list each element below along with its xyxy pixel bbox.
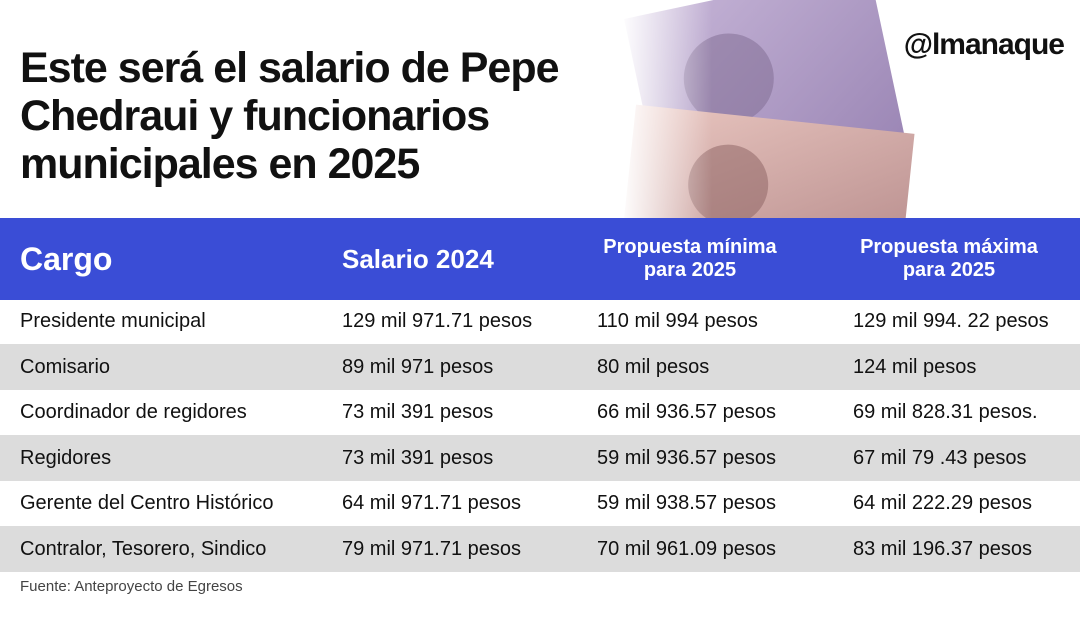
table-cell: 67 mil 79 .43 pesos: [853, 446, 1027, 469]
table-row: Coordinador de regidores 73 mil 391 pesos…: [0, 389, 1080, 435]
table-cell: 80 mil pesos: [597, 355, 710, 378]
table-cell: 73 mil 391 pesos: [342, 401, 494, 423]
table-cell: 124 mil pesos: [853, 355, 977, 378]
table-cell: 79 mil 971.71 pesos: [342, 537, 522, 560]
column-header: Propuesta mínima para 2025: [603, 236, 777, 281]
table-cell: 59 mil 938.57 pesos: [597, 492, 777, 514]
table-cell: 83 mil 196.37 pesos: [853, 537, 1033, 560]
table-cell: Regidores: [20, 446, 112, 469]
table-cell: Comisario: [20, 355, 111, 378]
table-cell: 64 mil 971.71 pesos: [342, 492, 522, 514]
table-row: Gerente del Centro Histórico 64 mil 971.7…: [0, 480, 1080, 526]
column-header: Salario 2024: [342, 243, 494, 274]
table-cell: Presidente municipal: [20, 310, 206, 332]
title: Este será el salario de Pepe Chedraui y …: [20, 44, 560, 188]
table-cell: Gerente del Centro Histórico: [20, 492, 274, 514]
source: Fuente: Anteproyecto de Egresos: [20, 578, 243, 595]
table-row: Contralor, Tesorero, Sindico 79 mil 971.7…: [0, 525, 1080, 572]
table-cell: 129 mil 994. 22 pesos: [853, 310, 1049, 332]
table-row: Regidores 73 mil 391 pesos 59 mil 936.57 p…: [0, 434, 1080, 481]
banknotes: [620, 0, 1080, 218]
table-cell: 66 mil 936.57 pesos: [597, 401, 777, 423]
table-cell: 129 mil 971.71 pesos: [342, 310, 533, 332]
table-row: Comisario 89 mil 971 pesos 80 mil pesos 124…: [0, 343, 1080, 390]
table-row: Presidente municipal 129 mil 971.71 pesos…: [0, 298, 1080, 344]
column-header: Cargo: [20, 240, 113, 277]
table-cell: 89 mil 971 pesos: [342, 355, 494, 378]
table-cell: Coordinador de regidores: [20, 401, 247, 423]
table-cell: 64 mil 222.29 pesos: [853, 492, 1033, 514]
table-cell: Contralor, Tesorero, Sindico: [20, 537, 267, 560]
table-cell: 59 mil 936.57 pesos: [597, 446, 777, 469]
table-cell: 69 mil 828.31 pesos.: [853, 401, 1038, 423]
table-cell: 110 mil 994 pesos: [597, 310, 758, 332]
table-header: Cargo Salario 2024 Propuesta mínima para…: [0, 218, 1080, 300]
table-cell: 70 mil 961.09 pesos: [597, 537, 777, 560]
table-cell: 73 mil 391 pesos: [342, 446, 494, 469]
brand: @lmanaque: [903, 28, 1065, 61]
column-header: Propuesta máxima para 2025: [860, 236, 1038, 281]
